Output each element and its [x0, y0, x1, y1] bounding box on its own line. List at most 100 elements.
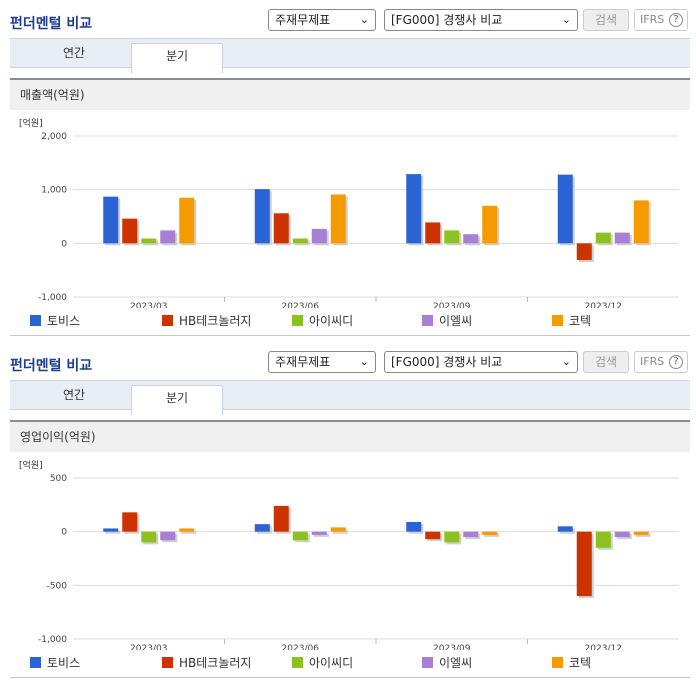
ifrs-button[interactable]: IFRS ?: [634, 9, 688, 31]
basis-select[interactable]: 주재무제표 ⌄: [268, 351, 376, 373]
legend-swatch: [30, 657, 41, 668]
legend-label: 코텍: [569, 314, 592, 328]
bar[interactable]: [576, 531, 592, 597]
legend-item[interactable]: 토비스: [30, 654, 80, 671]
unit-label: [억원]: [19, 117, 43, 129]
bar-shadow: [181, 530, 197, 534]
divider: [10, 677, 690, 678]
bar[interactable]: [311, 531, 327, 535]
bar[interactable]: [633, 200, 649, 244]
y-tick-label: 0: [61, 239, 67, 249]
basis-select[interactable]: 주재무제표 ⌄: [268, 9, 376, 31]
bar[interactable]: [633, 531, 649, 535]
bar-shadow: [635, 533, 651, 537]
bar[interactable]: [179, 528, 195, 532]
peer-select[interactable]: [FG000] 경쟁사 비교 ⌄: [384, 351, 578, 373]
bar-shadow: [105, 530, 121, 534]
bar[interactable]: [482, 531, 498, 535]
bar[interactable]: [122, 512, 138, 532]
bar[interactable]: [103, 196, 119, 244]
bar[interactable]: [292, 531, 308, 541]
y-tick-label: 500: [50, 474, 67, 484]
help-icon[interactable]: ?: [669, 355, 683, 369]
search-button[interactable]: 검색: [583, 9, 629, 31]
y-tick-label: -1,000: [38, 635, 67, 645]
bar[interactable]: [330, 527, 346, 532]
legend-swatch: [292, 657, 303, 668]
bar[interactable]: [141, 531, 157, 543]
bar[interactable]: [463, 234, 479, 244]
bar[interactable]: [160, 531, 176, 541]
x-tick-label: 2023/06: [282, 302, 320, 308]
legend-item[interactable]: 코텍: [552, 312, 591, 329]
sales-bar-chart: [억원] 2,000 1,000 0 -1,000 2023/03 2023/06 2023/…: [19, 117, 679, 308]
bar-shadow: [484, 533, 500, 537]
bar[interactable]: [254, 524, 270, 532]
tab-quarterly[interactable]: 분기: [131, 43, 223, 73]
bar[interactable]: [557, 174, 573, 244]
legend-item[interactable]: HB테크놀러지: [162, 312, 251, 329]
period-tabs: 연간 분기: [10, 380, 690, 415]
bar[interactable]: [576, 243, 592, 260]
y-tick-label: -1,000: [38, 293, 67, 303]
tab-annual[interactable]: 연간: [62, 46, 86, 60]
y-tick-label: -500: [47, 581, 68, 591]
y-tick-label: 0: [61, 528, 67, 538]
legend-swatch: [292, 315, 303, 326]
bar[interactable]: [557, 526, 573, 532]
bar[interactable]: [614, 531, 630, 538]
bar[interactable]: [273, 505, 289, 532]
legend-label: 이엘씨: [439, 314, 473, 328]
bar[interactable]: [311, 228, 327, 244]
legend-item[interactable]: 이엘씨: [422, 312, 472, 329]
legend-item[interactable]: 코텍: [552, 654, 591, 671]
help-icon[interactable]: ?: [669, 13, 683, 27]
period-tabs: 연간 분기: [10, 38, 690, 73]
bar[interactable]: [292, 238, 308, 244]
bar[interactable]: [103, 528, 119, 532]
legend-label: HB테크놀러지: [179, 656, 252, 670]
legend-item[interactable]: 토비스: [30, 312, 80, 329]
bar[interactable]: [444, 531, 460, 543]
chart-heading: 영업이익(억원): [10, 420, 690, 452]
legend-item[interactable]: 아이씨디: [292, 312, 353, 329]
search-button[interactable]: 검색: [583, 351, 629, 373]
legend-item[interactable]: HB테크놀러지: [162, 654, 251, 671]
tab-quarterly[interactable]: 분기: [131, 385, 223, 415]
ifrs-button[interactable]: IFRS ?: [634, 351, 688, 373]
bar[interactable]: [425, 222, 441, 244]
divider: [10, 335, 690, 336]
legend-label: 코텍: [569, 656, 592, 670]
unit-label: [억원]: [19, 459, 43, 471]
legend-swatch: [162, 315, 173, 326]
bar[interactable]: [614, 232, 630, 244]
bar[interactable]: [122, 218, 138, 244]
bar[interactable]: [406, 522, 422, 532]
peer-select[interactable]: [FG000] 경쟁사 비교 ⌄: [384, 9, 578, 31]
chevron-down-icon: ⌄: [561, 13, 571, 26]
bar[interactable]: [179, 197, 195, 244]
x-tick-label: 2023/03: [130, 644, 167, 650]
bar[interactable]: [425, 531, 441, 540]
fundamental-panel-operating-profit: 펀더멘털 비교 주재무제표 ⌄ [FG000] 경쟁사 비교 ⌄ 검색 IFRS…: [0, 342, 696, 684]
bar[interactable]: [482, 205, 498, 244]
legend-swatch: [552, 657, 563, 668]
bar[interactable]: [160, 230, 176, 244]
legend-item[interactable]: 이엘씨: [422, 654, 472, 671]
bar[interactable]: [330, 194, 346, 244]
legend-label: 토비스: [47, 656, 81, 670]
bar[interactable]: [141, 238, 157, 244]
legend-item[interactable]: 아이씨디: [292, 654, 353, 671]
chevron-down-icon: ⌄: [359, 355, 369, 368]
bar[interactable]: [444, 230, 460, 244]
bar[interactable]: [273, 213, 289, 244]
bar[interactable]: [595, 531, 611, 548]
bar[interactable]: [463, 531, 479, 538]
peer-select-value: [FG000] 경쟁사 비교: [391, 355, 503, 369]
legend-swatch: [422, 315, 433, 326]
bar[interactable]: [254, 189, 270, 244]
tab-annual[interactable]: 연간: [62, 388, 86, 402]
bar[interactable]: [595, 232, 611, 244]
legend-label: 아이씨디: [309, 656, 354, 670]
bar[interactable]: [406, 174, 422, 244]
